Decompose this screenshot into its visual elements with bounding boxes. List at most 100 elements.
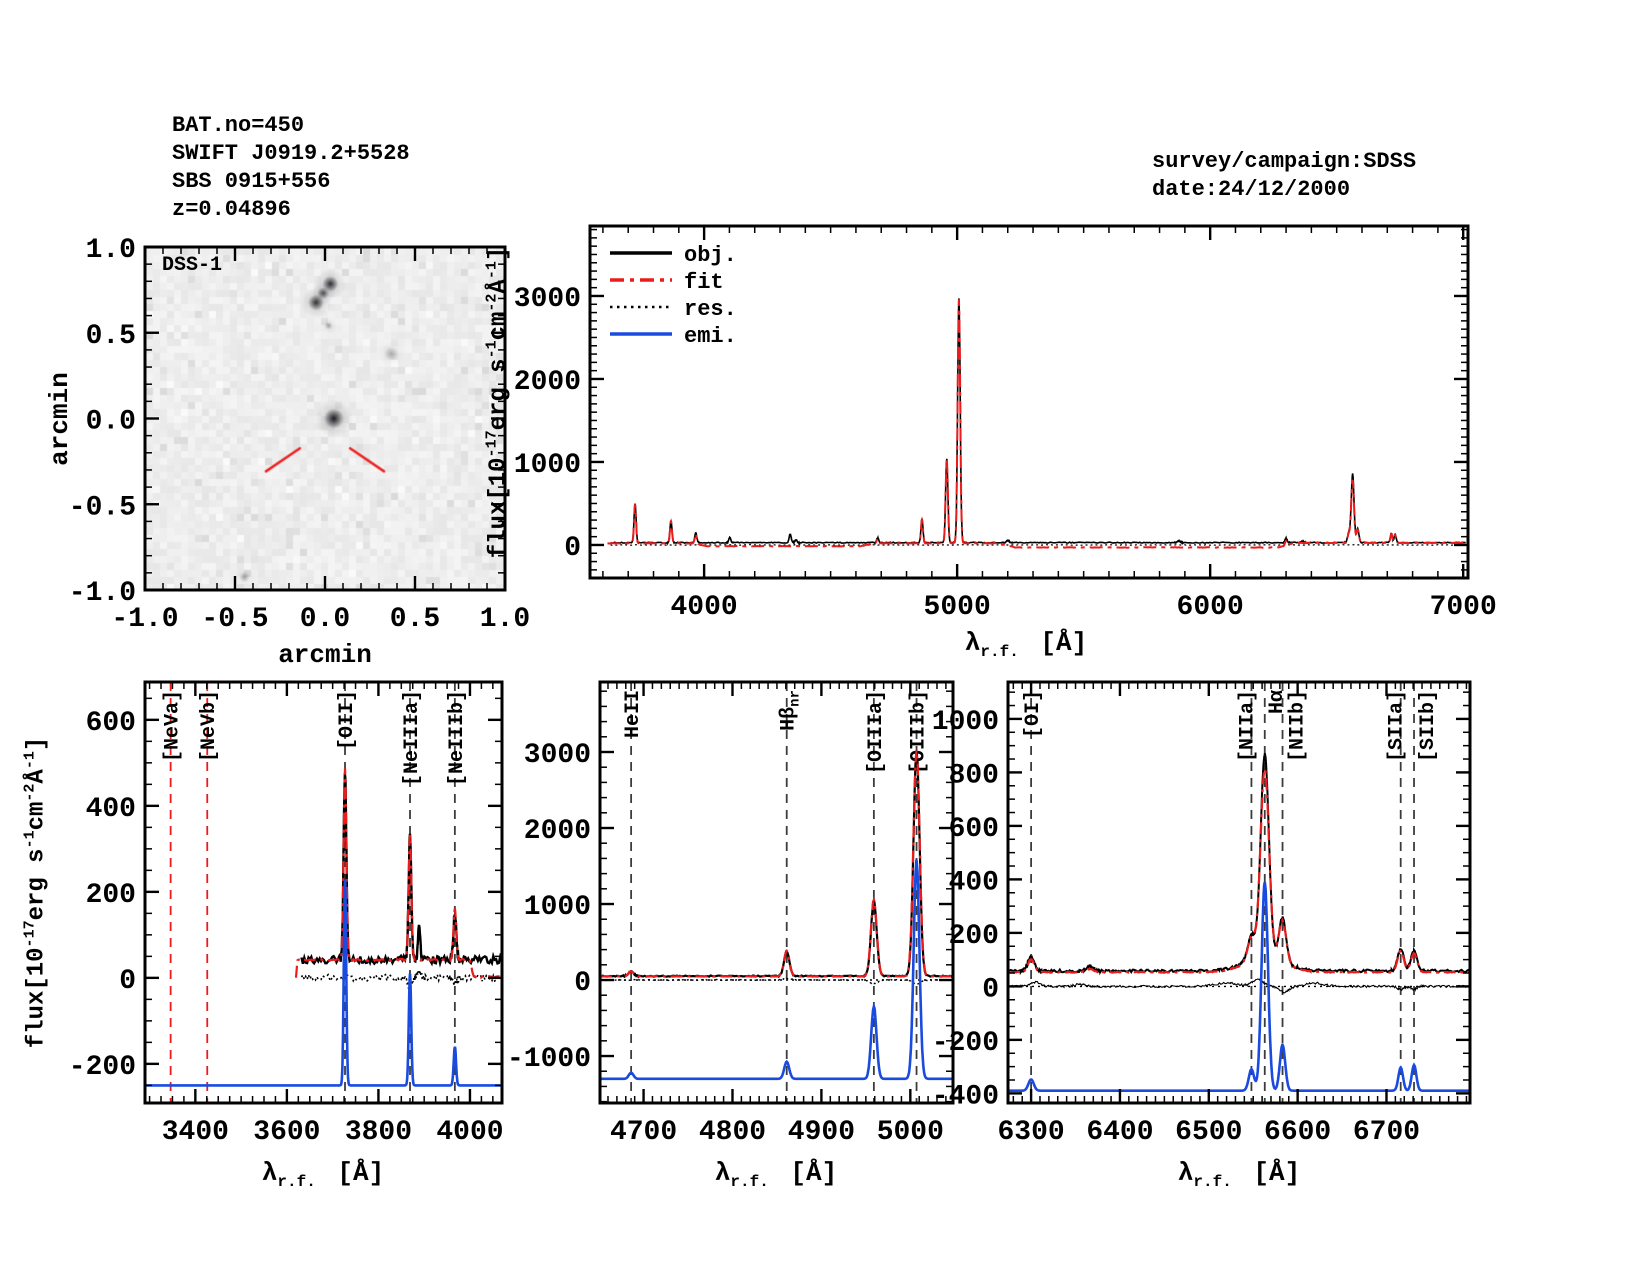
red-zoom-xtick-label: 6500 xyxy=(1175,1117,1242,1148)
full-spectrum-ytick-label: 1000 xyxy=(514,450,581,481)
full-spectrum-ytick-label: 2000 xyxy=(514,367,581,398)
green-zoom-fit-line xyxy=(601,750,952,978)
main-flux-axis-title: flux[10-17erg s-1cm-2Å-1] xyxy=(484,53,513,753)
green-zoom-ytick-label: 3000 xyxy=(524,740,591,771)
axis-title-part: -1 xyxy=(483,340,501,359)
legend-label-res: res. xyxy=(684,297,737,322)
dss-image-ytick-label: 0.0 xyxy=(86,407,136,438)
dss-xaxis-title: arcmin xyxy=(278,640,372,670)
full-spectrum-res-line xyxy=(610,544,1466,546)
axis-title-part: λ xyxy=(964,628,981,658)
axis-title-part: -1 xyxy=(483,261,501,280)
axis-title-part: Å xyxy=(485,279,513,294)
blue-zoom-res-line xyxy=(300,968,498,991)
axis-title-part: flux[10 xyxy=(485,457,513,559)
bat-number-text: BAT.no=450 xyxy=(172,113,305,138)
blue-zoom-ytick-label: 200 xyxy=(86,880,136,911)
green-zoom-xtick-label: 4900 xyxy=(788,1117,855,1148)
axis-title-part: λ xyxy=(1177,1158,1194,1188)
green-zoom-lambda-axis-title: λr.f. [Å] xyxy=(626,1158,926,1191)
dss-image-ytick-label: 0.5 xyxy=(86,321,136,352)
dss-image-xtick-label: -1.0 xyxy=(111,604,178,635)
green-zoom-frame xyxy=(598,680,955,1105)
full-spectrum-ytick-label: 0 xyxy=(564,533,581,564)
line-marker-label: [OI] xyxy=(1022,690,1045,738)
axis-title-part: r.f. xyxy=(1193,1173,1232,1192)
blue-zoom-ytick-label: 600 xyxy=(86,708,136,739)
swift-name-text: SWIFT J0919.2+5528 xyxy=(172,141,410,166)
axis-title-part: λ xyxy=(261,1158,278,1188)
line-marker-label: [OIIIa] xyxy=(865,690,888,774)
red-zoom-xtick-label: 6600 xyxy=(1264,1117,1331,1148)
green-zoom-obj-line xyxy=(601,750,952,979)
red-zoom-ytick-label: 600 xyxy=(949,814,999,845)
axis-title-part: -17 xyxy=(21,920,39,948)
dss-image-xtick-label: 1.0 xyxy=(480,604,530,635)
blue-zoom-fit-line xyxy=(294,768,501,980)
red-zoom-fit-line xyxy=(1009,768,1469,975)
blue-zoom-xtick-label: 3600 xyxy=(253,1117,320,1148)
green-zoom-ytick-label: -1000 xyxy=(507,1044,591,1075)
red-zoom-ytick-label: 0 xyxy=(982,974,999,1005)
axis-title-part: flux[10 xyxy=(23,947,51,1049)
axis-title-part: [Å] xyxy=(774,1158,838,1188)
axis-title-part: r.f. xyxy=(730,1173,769,1192)
line-marker-label: [NeIIIb] xyxy=(446,690,469,786)
redshift-text: z=0.04896 xyxy=(172,197,291,222)
red-zoom-xtick-label: 6700 xyxy=(1353,1117,1420,1148)
survey-campaign-text: survey/campaign:SDSS xyxy=(1152,149,1417,174)
axis-title-part: r.f. xyxy=(980,643,1019,662)
line-marker-label: [NIIb] xyxy=(1287,690,1310,762)
blue-zoom-obj-line xyxy=(300,773,501,968)
line-marker-label: [OII] xyxy=(336,690,359,750)
full-spectrum-xtick-label: 5000 xyxy=(924,592,991,623)
zoom-flux-axis-title: flux[10-17erg s-1cm-2Å-1] xyxy=(22,543,51,1243)
red-zoom-ytick-label: 400 xyxy=(949,867,999,898)
full-spectrum-obj-line xyxy=(610,298,1466,546)
line-marker-label: [NeVa] xyxy=(162,690,185,762)
axis-title-part: λ xyxy=(714,1158,731,1188)
green-zoom-ytick-label: 1000 xyxy=(524,892,591,923)
red-zoom-res-line xyxy=(1009,978,1469,994)
axis-title-part: -1 xyxy=(21,830,39,849)
green-zoom-xtick-label: 4700 xyxy=(610,1117,677,1148)
full-spectrum-xtick-label: 6000 xyxy=(1177,592,1244,623)
line-marker-label: Hβnr xyxy=(778,690,804,731)
red-zoom-xtick-label: 6400 xyxy=(1086,1117,1153,1148)
red-zoom-ytick-label: 800 xyxy=(949,760,999,791)
axis-title-part: ] xyxy=(23,736,51,752)
red-zoom-ytick-label: -200 xyxy=(932,1028,999,1059)
axis-title-part: erg s xyxy=(23,848,51,921)
line-marker-label: [SIIb] xyxy=(1417,690,1440,762)
line-marker-label: [NeVb] xyxy=(198,690,221,762)
survey-info-block: survey/campaign:SDSS date:24/12/2000 xyxy=(1152,148,1416,204)
green-zoom-panel: HeII Hβnr [OIIIa] [OIIIb] 4700 4800 4900 5000 -1… xyxy=(507,680,955,1148)
axis-title-part: [Å] xyxy=(321,1158,385,1188)
blue-zoom-ytick-label: 400 xyxy=(86,794,136,825)
green-zoom-emi-line xyxy=(601,859,952,1081)
axis-title-part: Å xyxy=(23,769,51,784)
red-zoom-emi-line xyxy=(1009,881,1469,1092)
line-marker-label: Hα xyxy=(1266,690,1289,714)
axis-title-part: -17 xyxy=(483,430,501,458)
full-spectrum-fit-line xyxy=(607,299,1467,549)
main-lambda-axis-title: λr.f. [Å] xyxy=(876,628,1176,661)
dss-image-xtick-label: -0.5 xyxy=(201,604,268,635)
blue-zoom-xtick-label: 3800 xyxy=(345,1117,412,1148)
blue-zoom-xtick-label: 3400 xyxy=(162,1117,229,1148)
axis-title-part: -2 xyxy=(483,293,501,312)
axis-title-part: ] xyxy=(485,246,513,262)
blue-zoom-panel: [NeVa] [NeVb] [OII] [NeIIIa] [NeIIIb] 3400 360… xyxy=(69,680,504,1148)
axis-title-part: r.f. xyxy=(277,1173,316,1192)
legend-label-emi: emi. xyxy=(684,324,737,349)
green-zoom-xtick-label: 5000 xyxy=(877,1117,944,1148)
full-spectrum-frame xyxy=(588,224,1470,580)
axis-title-part: cm xyxy=(485,311,513,341)
green-zoom-ytick-label: 0 xyxy=(574,968,591,999)
full-spectrum-xtick-label: 4000 xyxy=(671,592,738,623)
object-name-text: SBS 0915+556 xyxy=(172,169,331,194)
dss-image-ytick-label: -0.5 xyxy=(69,492,136,523)
dss-image-xtick-label: 0.5 xyxy=(390,604,440,635)
line-marker-label: [OIIIb] xyxy=(908,690,931,774)
